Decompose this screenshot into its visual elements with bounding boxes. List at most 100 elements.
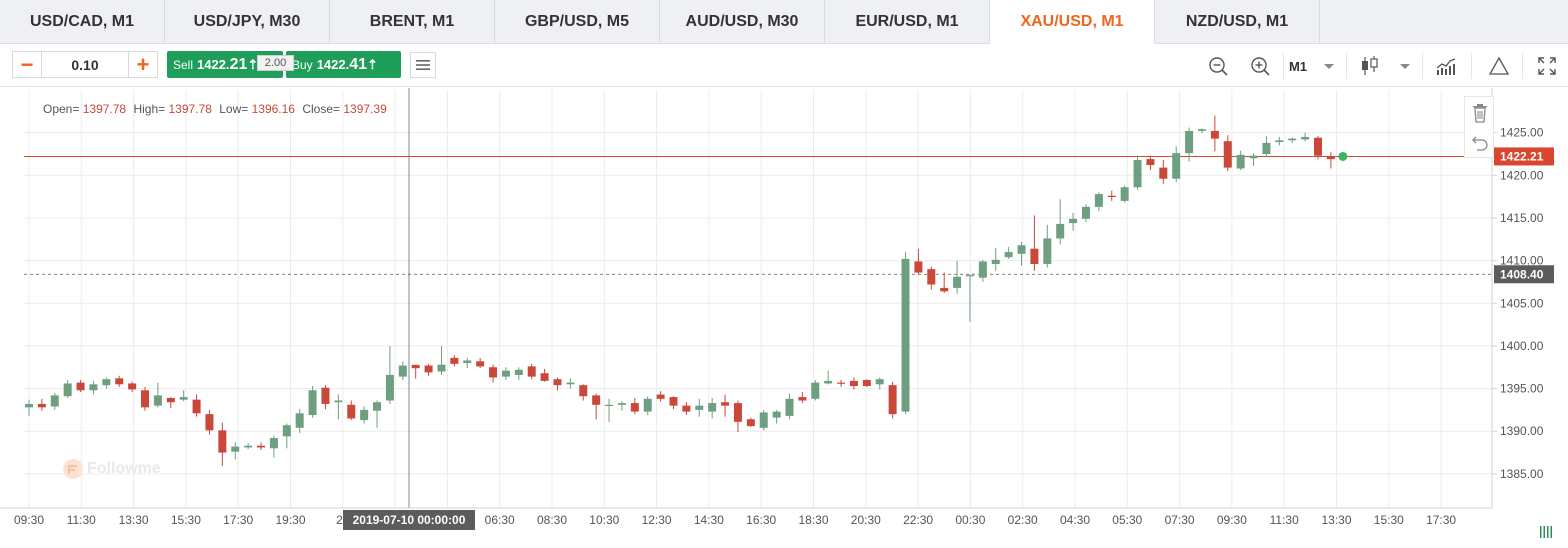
candle: [1056, 199, 1065, 245]
candle-body: [1107, 195, 1116, 197]
low-value: 1396.16: [251, 102, 295, 116]
fullscreen-button[interactable]: [1535, 53, 1559, 79]
ohlc-readout: Open= 1397.78 High= 1397.78 Low= 1396.16…: [43, 102, 391, 116]
candle: [218, 422, 227, 467]
candle: [25, 399, 33, 416]
candle: [746, 417, 755, 427]
candle-body: [1146, 159, 1155, 166]
candle: [772, 409, 781, 424]
candle: [540, 368, 549, 382]
toolbar-divider: [1283, 53, 1284, 79]
time-tick-label: 17:30: [1426, 513, 1456, 527]
scroll-handle-icon[interactable]: [1540, 526, 1552, 538]
watermark-text: Followme: [87, 460, 161, 477]
price-tick-label: 1395.00: [1500, 382, 1544, 396]
zoom-out-icon: [1209, 57, 1228, 76]
zoom-in-button[interactable]: [1248, 53, 1272, 79]
candle: [849, 377, 858, 390]
time-tick-label: 11:30: [1270, 513, 1299, 527]
candle-body: [927, 269, 936, 285]
time-tick-label: 11:30: [67, 513, 96, 527]
candle-body: [450, 357, 459, 364]
candle: [153, 382, 162, 408]
time-tick-label: 07:30: [1165, 513, 1195, 527]
candle-body: [1043, 238, 1052, 265]
price-chart[interactable]: 1385.00 1390.00 1395.00 1400.00 1405.00 1410.…: [0, 88, 1568, 548]
candle: [1301, 132, 1310, 142]
candle-body: [218, 430, 227, 453]
candle-body: [257, 445, 266, 448]
candle-body: [630, 403, 639, 412]
candle: [463, 357, 472, 369]
timeframe-select[interactable]: M1: [1286, 53, 1340, 79]
candle: [89, 380, 98, 395]
tab-usd-jpy-m30[interactable]: USD/JPY, M30: [165, 0, 330, 44]
candle-body: [1262, 142, 1271, 154]
chart-type-select[interactable]: [1356, 53, 1416, 79]
candle-body: [411, 364, 420, 369]
decrease-lot-button[interactable]: −: [20, 51, 34, 77]
up-arrow-icon: ⇡: [367, 56, 378, 72]
candle-body: [128, 383, 137, 390]
undo-button[interactable]: [1471, 133, 1489, 156]
tab-aud-usd-m30[interactable]: AUD/USD, M30: [660, 0, 825, 44]
candle-body: [1133, 159, 1142, 188]
order-menu-button[interactable]: [410, 52, 436, 78]
delete-drawings-button[interactable]: [1471, 103, 1489, 128]
candle-body: [914, 261, 923, 273]
candle: [978, 259, 987, 282]
price-tick-label: 1415.00: [1500, 211, 1544, 225]
time-axis: 09:3011:3013:3015:3017:3019:302103:3006:…: [14, 513, 1456, 527]
up-arrow-icon: ⇡: [247, 56, 259, 72]
tab-xau-usd-m1[interactable]: XAU/USD, M1: [990, 0, 1155, 44]
drawing-tools-button[interactable]: [1486, 53, 1512, 79]
candle-body: [37, 403, 46, 408]
candle-body: [398, 365, 407, 377]
tab-eur-usd-m1[interactable]: EUR/USD, M1: [825, 0, 990, 44]
candle: [875, 377, 884, 390]
candle-body: [669, 397, 678, 406]
price-tick-label: 1410.00: [1500, 254, 1544, 268]
price-tick-label: 1390.00: [1500, 424, 1544, 438]
candle: [424, 363, 433, 376]
candle-body: [1223, 141, 1232, 168]
price-axis: 1385.00 1390.00 1395.00 1400.00 1405.00 1410.…: [1492, 126, 1544, 481]
open-label: Open=: [43, 102, 80, 116]
increase-lot-button[interactable]: +: [136, 51, 150, 77]
candle: [1030, 215, 1039, 271]
lot-input[interactable]: 0.10: [41, 52, 129, 77]
candle-body: [1326, 156, 1335, 160]
tab-usd-cad-m1[interactable]: USD/CAD, M1: [0, 0, 165, 44]
buy-button[interactable]: Buy 1422.41⇡: [286, 51, 401, 78]
candle-body: [772, 411, 781, 418]
time-tick-label: 09:30: [14, 513, 44, 527]
tab-nzd-usd-m1[interactable]: NZD/USD, M1: [1155, 0, 1320, 44]
candle: [141, 386, 150, 411]
candle-body: [1081, 206, 1090, 219]
timeframe-value: M1: [1288, 58, 1308, 74]
candle: [953, 260, 962, 294]
candle-body: [1185, 130, 1194, 154]
indicators-button[interactable]: [1433, 53, 1459, 79]
time-tick-label: 12:30: [642, 513, 672, 527]
candle-body: [540, 373, 549, 381]
candle: [695, 398, 704, 417]
tab-brent-m1[interactable]: BRENT, M1: [330, 0, 495, 44]
tab-gbp-usd-m5[interactable]: GBP/USD, M5: [495, 0, 660, 44]
zoom-out-button[interactable]: [1206, 53, 1230, 79]
candle: [1004, 246, 1013, 259]
candle-body: [978, 261, 987, 278]
candle: [927, 266, 936, 290]
high-value: 1397.78: [168, 102, 212, 116]
candle-body: [940, 287, 949, 292]
candle: [1043, 224, 1052, 268]
candle: [1107, 190, 1116, 201]
candle-body: [991, 259, 1000, 265]
candle-body: [166, 397, 175, 403]
sell-label: Sell: [173, 57, 194, 72]
candle-body: [1301, 136, 1310, 140]
candle: [1210, 115, 1219, 152]
chart-grid: [24, 90, 1492, 508]
candle: [37, 398, 46, 411]
candle: [476, 357, 485, 369]
